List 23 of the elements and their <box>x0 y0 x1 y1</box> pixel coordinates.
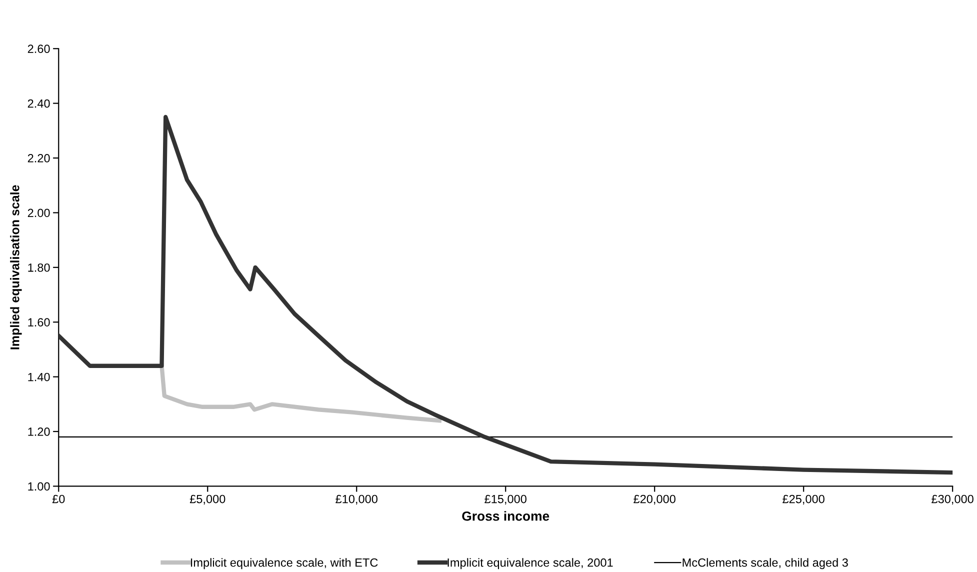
x-tick-label: £5,000 <box>190 494 226 505</box>
legend-label: Implicit equivalence scale, 2001 <box>448 558 613 570</box>
y-axis-title: Implied equivalisation scale <box>10 185 22 350</box>
x-tick-label: £20,000 <box>634 494 676 505</box>
y-tick-label: 1.00 <box>28 482 50 491</box>
y-tick-label: 1.60 <box>28 318 50 326</box>
legend-label: Implicit equivalence scale, with ETC <box>190 558 378 570</box>
y-tick-label: 1.80 <box>28 263 50 272</box>
legend-label: McClements scale, child aged 3 <box>682 558 848 570</box>
x-axis-title: Gross income <box>462 511 550 521</box>
y-tick-label: 1.20 <box>28 428 50 436</box>
x-tick-label: £25,000 <box>782 494 824 505</box>
y-tick-label: 2.00 <box>28 208 50 218</box>
x-tick-label: £10,000 <box>336 494 378 505</box>
x-tick-label: £30,000 <box>932 494 974 505</box>
line-series <box>160 364 442 423</box>
y-tick-label: 2.60 <box>28 44 50 54</box>
x-tick-label: £0 <box>52 494 65 504</box>
y-tick-label: 2.40 <box>28 99 50 108</box>
y-tick-label: 2.20 <box>28 154 50 162</box>
line-series <box>58 114 953 475</box>
y-tick-label: 1.40 <box>28 372 50 382</box>
x-tick-label: £15,000 <box>484 494 526 505</box>
